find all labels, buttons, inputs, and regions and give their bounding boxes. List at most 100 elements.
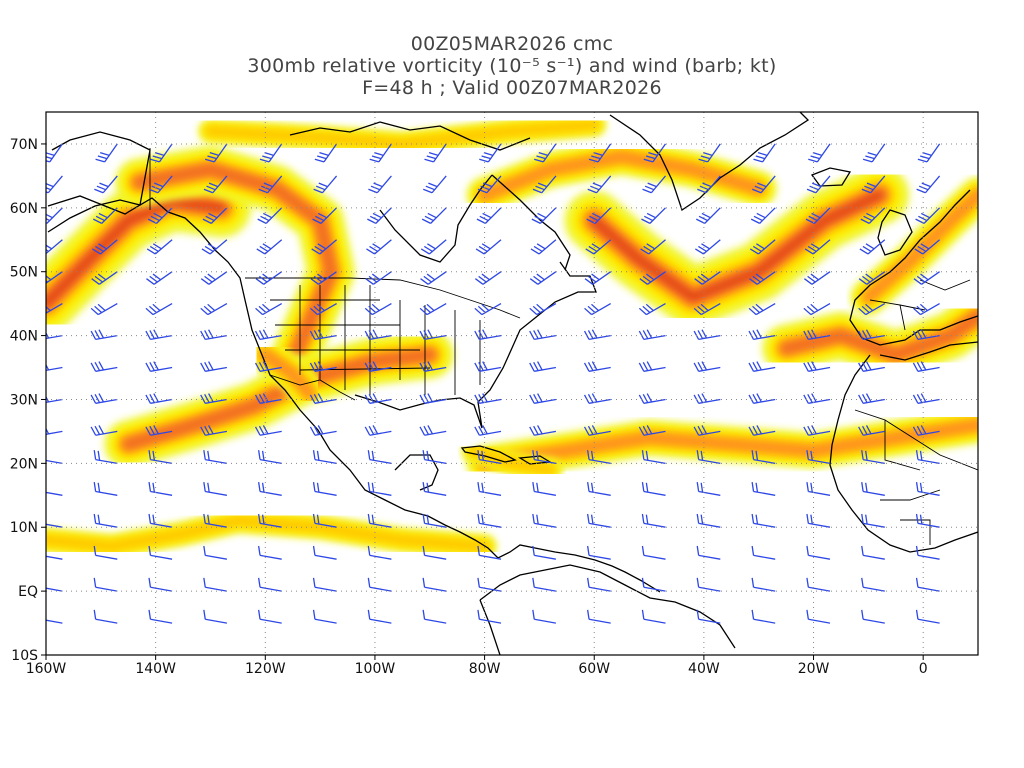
wind-barb xyxy=(312,207,338,224)
wind-barb xyxy=(203,609,228,624)
wind-barb xyxy=(751,609,776,624)
wind-barb xyxy=(860,207,886,224)
wind-barb xyxy=(696,513,721,528)
wind-barb xyxy=(532,609,557,624)
lon-tick-label: 0 xyxy=(919,661,928,677)
wind-barb xyxy=(693,303,721,316)
wind-barb xyxy=(748,361,776,372)
cuba xyxy=(460,445,517,463)
lon-tick-label: 160W xyxy=(26,661,67,677)
wind-barb xyxy=(90,303,118,316)
wind-barb xyxy=(638,425,666,436)
wind-barb xyxy=(422,577,447,592)
wind-barb xyxy=(314,143,338,163)
wind-barb xyxy=(640,239,666,255)
wind-barb xyxy=(803,303,831,316)
wind-barb xyxy=(420,271,447,285)
wind-barb xyxy=(200,361,228,372)
wind-barb xyxy=(93,513,118,528)
wind-barb xyxy=(641,609,666,624)
wind-barb xyxy=(146,271,173,285)
wind-barb xyxy=(203,175,228,194)
wind-barb xyxy=(751,450,776,465)
europe-coast xyxy=(849,189,978,346)
wind-barb xyxy=(474,425,502,436)
vorticity-contour xyxy=(123,350,435,449)
south-america-coast xyxy=(479,564,736,649)
wind-barb xyxy=(148,513,173,528)
iceland xyxy=(810,167,852,187)
wind-barb xyxy=(698,143,721,163)
wind-barb xyxy=(861,609,885,624)
lat-tick-label: 10S xyxy=(11,648,38,664)
vorticity-contour xyxy=(134,164,336,366)
wind-barb xyxy=(367,577,392,592)
lon-tick-label: 140W xyxy=(135,661,176,677)
wind-barb xyxy=(367,450,392,465)
wind-barb xyxy=(95,143,118,163)
wind-barb xyxy=(202,207,228,224)
hudson-bay xyxy=(379,174,493,263)
wind-barb xyxy=(310,303,337,316)
wind-barb xyxy=(257,577,282,592)
vorticity-west-europe-ridge xyxy=(850,177,978,316)
lat-tick-label: 60N xyxy=(10,201,38,217)
wind-barb xyxy=(749,271,776,285)
wind-barb xyxy=(419,303,447,316)
wind-barb xyxy=(312,609,337,624)
wind-barb xyxy=(90,361,118,372)
wind-barb xyxy=(751,482,776,496)
wind-barb xyxy=(753,143,776,163)
wind-barb xyxy=(145,361,173,372)
wind-barb xyxy=(750,207,776,224)
wind-barb xyxy=(751,513,776,528)
wind-barb xyxy=(532,577,557,592)
wind-barb xyxy=(312,482,337,496)
wind-barb xyxy=(200,303,228,316)
wind-barb xyxy=(479,143,502,163)
wind-barb xyxy=(696,545,721,560)
wind-barb xyxy=(366,239,392,255)
wind-barb xyxy=(147,207,173,224)
wind-barb xyxy=(861,450,885,465)
wind-barbs xyxy=(46,143,941,624)
wind-barb xyxy=(641,545,666,560)
wind-barb xyxy=(531,207,557,224)
wind-barb xyxy=(312,513,337,528)
wind-barb xyxy=(804,239,831,255)
wind-barb xyxy=(424,143,447,163)
title-line-3: F=48 h ; Valid 00Z07MAR2026 xyxy=(362,77,662,99)
vorticity-contour xyxy=(862,189,978,304)
wind-barb xyxy=(803,271,831,285)
wind-barb xyxy=(257,207,283,224)
lat-tick-label: 70N xyxy=(10,137,38,153)
wind-barb xyxy=(748,393,776,404)
wind-barb xyxy=(861,577,885,592)
wind-barb xyxy=(532,545,557,560)
vorticity-alaska-canada-band xyxy=(115,145,356,386)
wind-barb xyxy=(46,618,63,624)
plot-frame xyxy=(45,111,979,656)
wind-barb xyxy=(148,609,173,624)
wind-barb xyxy=(474,303,502,316)
wind-barb xyxy=(93,609,118,624)
wind-barb xyxy=(915,207,941,224)
wind-barb xyxy=(641,482,666,496)
vorticity-east-pacific-itcz xyxy=(46,508,497,559)
wind-barb xyxy=(586,207,612,224)
wind-barb xyxy=(367,482,392,496)
wind-barb xyxy=(862,143,886,163)
wind-barb xyxy=(805,207,831,224)
wind-barb xyxy=(312,545,337,560)
vorticity-contour xyxy=(591,191,883,301)
wind-barb xyxy=(915,577,940,592)
wind-barb xyxy=(46,207,63,224)
vorticity-contour xyxy=(46,198,225,307)
arctic-islands xyxy=(289,121,531,151)
wind-barb xyxy=(913,271,940,285)
wind-barb xyxy=(91,271,118,285)
wind-barb xyxy=(368,175,392,194)
wind-barb xyxy=(309,329,337,341)
title-line-1: 00Z05MAR2026 cmc xyxy=(410,33,614,55)
wind-barb xyxy=(365,271,392,285)
